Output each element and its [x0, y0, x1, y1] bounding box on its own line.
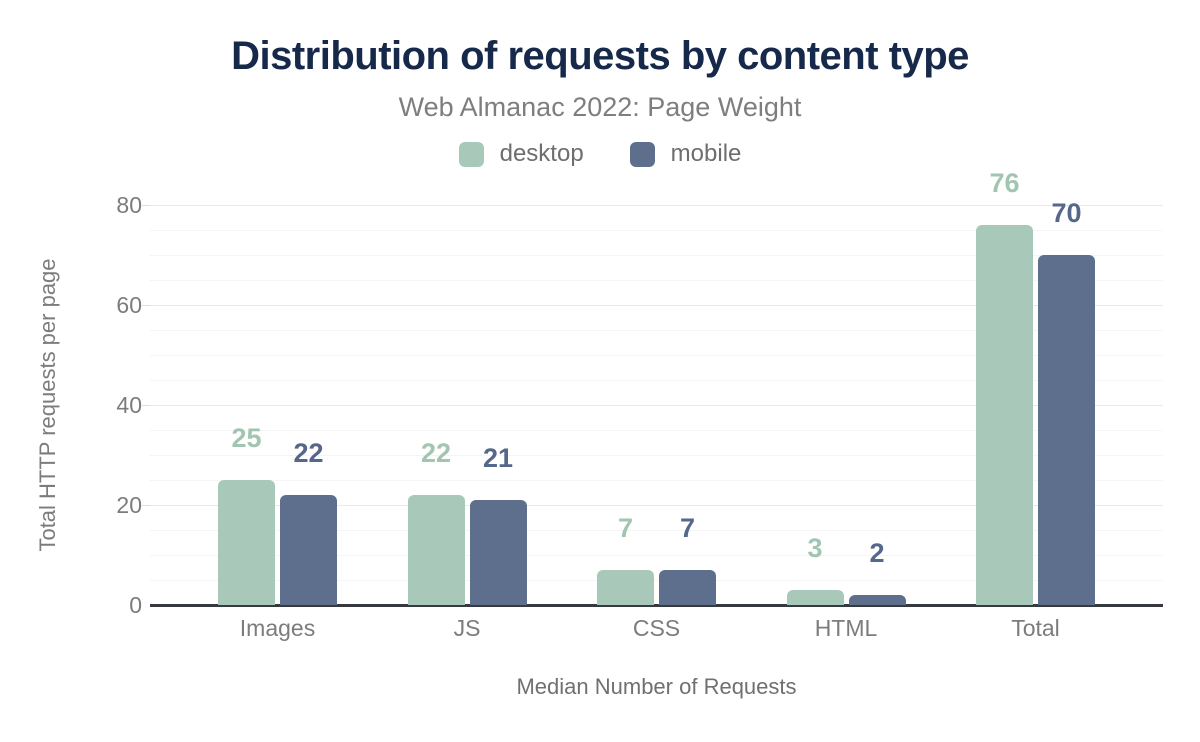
- bar-desktop-CSS[interactable]: 7: [597, 515, 654, 605]
- x-tick-label-CSS: CSS: [632, 615, 681, 641]
- bar-rect: [659, 570, 716, 605]
- y-tick-label-20: 20: [116, 492, 142, 518]
- y-tick-mark-60: [142, 305, 150, 306]
- legend-item-mobile[interactable]: mobile: [629, 140, 742, 168]
- bar-value-label: 22: [293, 438, 324, 468]
- y-tick-label-60: 60: [116, 292, 142, 318]
- bar-value-label: 21: [482, 443, 514, 473]
- bar-rect: [786, 590, 844, 605]
- x-axis-labels: Images JS CSS HTML Total: [150, 615, 1163, 642]
- gridline-50: [150, 355, 1163, 356]
- bar-group-Total: 76 70: [941, 170, 1130, 605]
- bar-mobile-HTML[interactable]: 2: [848, 540, 906, 605]
- gridline-15: [150, 530, 1163, 531]
- gridline-45: [150, 380, 1163, 381]
- legend: desktop mobile: [0, 140, 1200, 168]
- y-axis-labels: 0 20 40 60 80: [0, 192, 142, 618]
- bar-rect: [1038, 255, 1095, 605]
- y-tick-mark-40: [142, 405, 150, 406]
- plot-area: 25 22 22 21 7 7 3 2 76 70: [142, 170, 1163, 607]
- bar-value-label: 3: [807, 533, 823, 563]
- bar-rect: [848, 595, 906, 605]
- gridline-35: [150, 430, 1163, 431]
- bar-rect: [976, 225, 1033, 605]
- y-tick-label-40: 40: [116, 392, 142, 418]
- legend-item-desktop[interactable]: desktop: [458, 140, 584, 168]
- y-tick-mark-80: [142, 205, 150, 206]
- legend-label-desktop: desktop: [499, 140, 584, 167]
- gridline-40: [150, 405, 1163, 406]
- bars-row: 25 22 22 21 7 7 3 2 76 70: [150, 170, 1163, 605]
- bar-mobile-JS[interactable]: 21: [469, 445, 527, 605]
- bar-value-label: 7: [617, 513, 634, 543]
- gridline-55: [150, 330, 1163, 331]
- bar-value-label: 76: [989, 168, 1020, 198]
- bar-group-JS: 22 21: [373, 205, 562, 605]
- bar-mobile-Total[interactable]: 70: [1038, 200, 1095, 605]
- gridline-80: [150, 205, 1163, 206]
- x-tick-label-JS: JS: [453, 615, 481, 641]
- legend-swatch-desktop: [458, 141, 484, 167]
- gridline-65: [150, 280, 1163, 281]
- bar-desktop-Total[interactable]: 76: [976, 170, 1033, 605]
- bar-value-label: 7: [679, 513, 696, 543]
- gridline-25: [150, 480, 1163, 481]
- x-tick-label-Images: Images: [239, 615, 316, 641]
- bar-desktop-HTML[interactable]: 3: [786, 535, 844, 605]
- bar-rect: [280, 495, 337, 605]
- gridline-75: [150, 230, 1163, 231]
- gridline-10: [150, 555, 1163, 556]
- bar-mobile-Images[interactable]: 22: [280, 440, 337, 605]
- y-tick-mark-20: [142, 505, 150, 506]
- gridline-60: [150, 305, 1163, 306]
- chart-subtitle: Web Almanac 2022: Page Weight: [398, 92, 802, 122]
- x-axis-line: [150, 604, 1163, 607]
- bar-group-Images: 25 22: [183, 205, 372, 605]
- bar-desktop-JS[interactable]: 22: [407, 440, 465, 605]
- bar-value-label: 70: [1051, 198, 1082, 228]
- bar-rect: [597, 570, 654, 605]
- bar-value-label: 25: [231, 423, 262, 453]
- bar-rect: [469, 500, 527, 605]
- gridline-20: [150, 505, 1163, 506]
- x-tick-label-HTML: HTML: [814, 615, 878, 641]
- y-tick-label-0: 0: [129, 592, 142, 618]
- gridline-5: [150, 580, 1163, 581]
- y-tick-label-80: 80: [116, 192, 142, 218]
- bar-mobile-CSS[interactable]: 7: [659, 515, 716, 605]
- legend-swatch-mobile: [629, 141, 655, 167]
- x-tick-label-Total: Total: [1011, 615, 1060, 641]
- bar-rect: [218, 480, 275, 605]
- chart-title: Distribution of requests by content type: [231, 34, 969, 78]
- bar-value-label: 22: [420, 438, 452, 468]
- bar-desktop-Images[interactable]: 25: [218, 425, 275, 605]
- bar-rect: [407, 495, 465, 605]
- gridline-30: [150, 455, 1163, 456]
- bar-value-label: 2: [869, 538, 885, 568]
- gridline-70: [150, 255, 1163, 256]
- x-axis-title: Median Number of Requests: [516, 674, 797, 699]
- legend-label-mobile: mobile: [670, 140, 742, 167]
